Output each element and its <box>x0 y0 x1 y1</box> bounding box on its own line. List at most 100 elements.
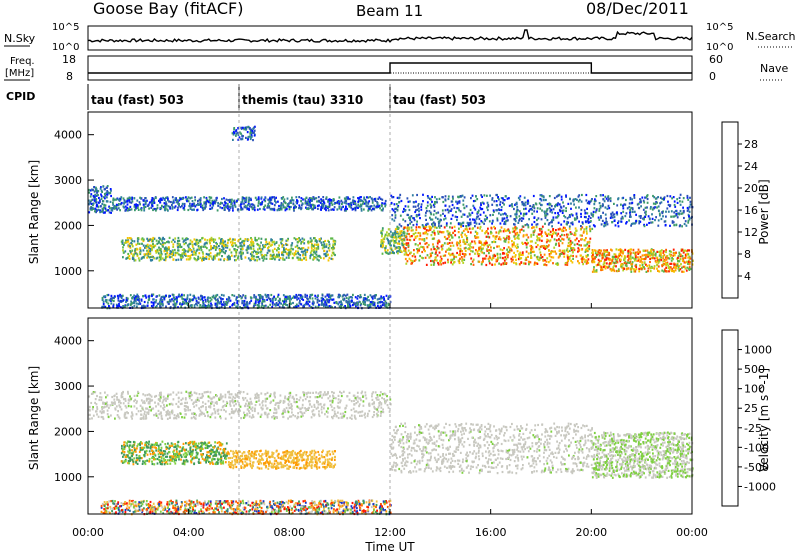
range-cell <box>583 239 586 242</box>
range-cell <box>688 210 691 213</box>
range-cell <box>663 196 666 199</box>
range-cell <box>524 241 527 245</box>
range-cell <box>320 206 323 209</box>
range-cell <box>656 206 658 209</box>
range-cell <box>415 228 418 231</box>
range-cell <box>483 242 486 245</box>
range-cell <box>495 260 498 263</box>
range-cell <box>586 246 589 249</box>
range-cell <box>130 252 133 255</box>
range-cell <box>146 304 149 307</box>
range-cell <box>422 193 424 196</box>
range-cell <box>394 207 396 210</box>
range-cell <box>608 259 611 262</box>
range-cell <box>602 252 604 255</box>
range-cell <box>583 258 585 261</box>
range-cell <box>237 208 240 211</box>
range-cell <box>220 240 222 243</box>
range-cell <box>494 237 497 240</box>
range-cell <box>474 242 477 245</box>
range-cell <box>517 258 520 261</box>
range-cell <box>218 237 221 240</box>
range-cell <box>125 296 128 300</box>
range-cell <box>432 260 435 263</box>
range-cell <box>681 270 683 273</box>
range-cell <box>533 210 536 213</box>
range-cell <box>223 197 225 200</box>
range-cell <box>322 196 325 199</box>
range-cell <box>259 203 262 206</box>
range-cell <box>396 227 398 230</box>
range-cell <box>566 233 568 236</box>
range-cell <box>412 229 414 232</box>
range-cell <box>309 199 312 202</box>
range-cell <box>516 237 519 240</box>
range-cell <box>130 201 133 204</box>
range-cell <box>447 197 450 201</box>
range-cell <box>656 256 658 259</box>
range-cell <box>174 254 177 257</box>
range-cell <box>432 237 435 240</box>
range-cell <box>205 252 208 256</box>
range-cell <box>304 253 307 256</box>
range-cell <box>270 293 273 297</box>
range-cell <box>592 268 595 271</box>
range-cell <box>586 212 589 215</box>
range-cell <box>312 253 314 256</box>
range-cell <box>602 198 605 201</box>
range-cell <box>259 202 262 205</box>
range-cell <box>642 265 644 269</box>
range-cell <box>328 205 331 208</box>
range-cell <box>220 305 223 308</box>
range-cell <box>226 298 228 301</box>
range-cell <box>150 247 152 251</box>
range-cell <box>532 204 535 207</box>
range-cell <box>181 293 183 296</box>
range-cell <box>233 201 236 204</box>
range-cell <box>511 245 514 248</box>
range-cell <box>383 299 386 302</box>
range-cell <box>377 197 380 200</box>
range-cell <box>177 306 179 309</box>
range-cell <box>489 257 492 260</box>
range-cell <box>384 203 387 206</box>
range-cell <box>207 303 210 307</box>
range-cell <box>604 195 607 198</box>
range-cell <box>667 264 670 267</box>
range-cell <box>464 233 466 236</box>
range-cell <box>618 252 621 255</box>
range-cell <box>603 260 606 263</box>
range-cell <box>566 247 569 250</box>
range-cell <box>586 241 589 244</box>
range-cell <box>367 202 370 205</box>
range-cell <box>310 247 313 250</box>
range-cell <box>628 205 631 209</box>
range-cell <box>155 299 158 302</box>
range-cell <box>593 266 595 269</box>
range-cell <box>94 198 96 201</box>
range-cell <box>437 211 440 214</box>
range-cell <box>165 201 167 204</box>
range-cell <box>130 300 132 303</box>
range-cell <box>371 301 374 304</box>
range-cell <box>396 242 399 245</box>
range-cell <box>522 229 525 232</box>
range-cell <box>548 222 551 225</box>
range-cell <box>657 224 660 227</box>
range-cell <box>420 256 423 259</box>
range-cell <box>295 206 297 209</box>
range-cell <box>597 263 599 266</box>
range-cell <box>199 202 202 205</box>
range-cell <box>439 230 441 233</box>
range-cell <box>588 244 591 247</box>
range-cell <box>458 209 460 212</box>
range-cell <box>195 249 198 252</box>
range-cell <box>277 293 280 296</box>
range-cell <box>409 252 411 255</box>
range-cell <box>531 250 534 253</box>
range-cell <box>597 216 600 219</box>
range-cell <box>628 255 631 258</box>
range-cell <box>425 211 427 214</box>
range-cell <box>669 204 672 207</box>
range-cell <box>203 196 205 199</box>
